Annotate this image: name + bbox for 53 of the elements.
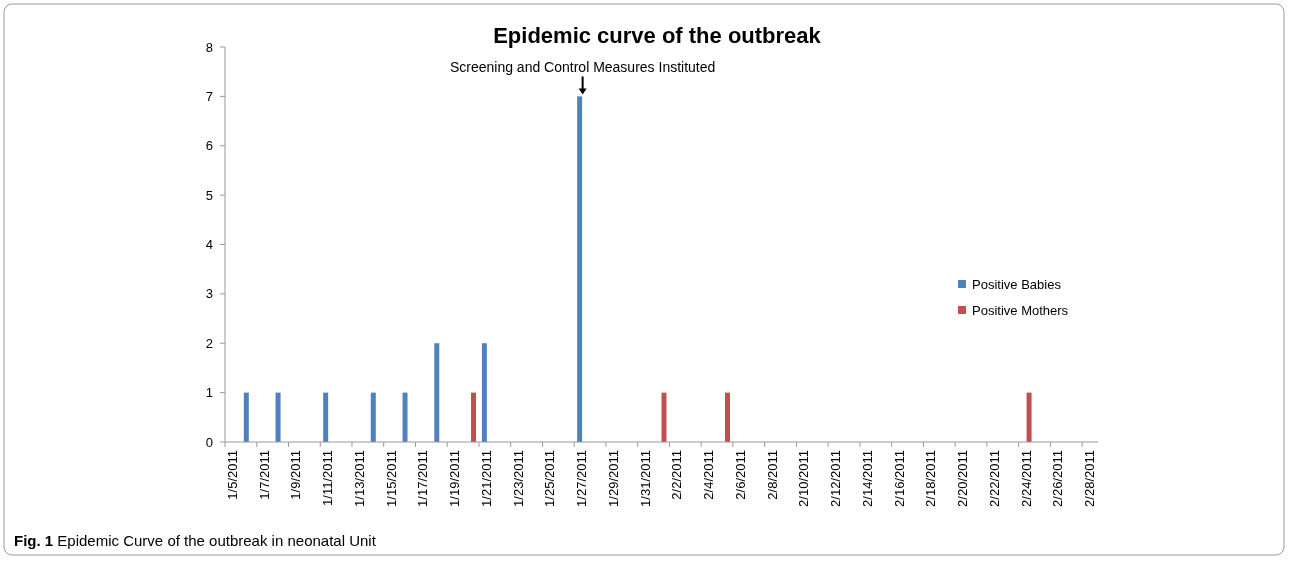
x-tick-label: 1/11/2011	[320, 450, 336, 506]
x-tick-label: 1/19/2011	[447, 450, 463, 507]
y-tick-label: 8	[205, 39, 213, 55]
x-tick-label: 1/21/2011	[478, 450, 494, 507]
y-tick-label: 7	[205, 88, 213, 104]
bar	[724, 392, 730, 442]
x-tick-label: 1/31/2011	[637, 450, 653, 507]
bar	[1026, 392, 1032, 442]
x-tick-label: 1/27/2011	[574, 450, 590, 507]
x-tick-label: 2/18/2011	[923, 450, 939, 507]
x-tick-label: 1/17/2011	[415, 450, 431, 507]
x-tick-label: 1/25/2011	[542, 450, 558, 507]
x-tick-label: 2/2/2011	[669, 450, 685, 500]
x-tick-label: 2/26/2011	[1050, 450, 1066, 507]
x-tick-label: 2/20/2011	[955, 450, 971, 507]
x-tick-label: 2/22/2011	[986, 450, 1002, 507]
x-tick-label: 1/23/2011	[510, 450, 526, 507]
x-tick-label: 2/28/2011	[1082, 450, 1098, 507]
x-tick-label: 2/8/2011	[764, 450, 780, 500]
bar	[471, 392, 477, 442]
bar	[481, 343, 487, 442]
y-tick-label: 2	[205, 335, 213, 351]
x-tick-label: 1/7/2011	[256, 450, 272, 500]
y-tick-label: 4	[205, 237, 213, 253]
x-tick-label: 1/13/2011	[351, 450, 367, 507]
bar	[275, 392, 281, 442]
legend-label: Positive Mothers	[972, 302, 1069, 318]
x-tick-label: 2/4/2011	[701, 450, 717, 500]
x-tick-label: 1/9/2011	[288, 450, 304, 500]
legend-label: Positive Babies	[972, 276, 1062, 292]
x-tick-label: 1/5/2011	[224, 450, 240, 500]
x-tick-label: 2/10/2011	[796, 450, 812, 507]
bar	[243, 392, 249, 442]
x-tick-label: 2/14/2011	[859, 450, 875, 507]
annotation: Screening and Control Measures Instituted	[449, 59, 716, 76]
caption: Fig. 1 Epidemic Curve of the outbreak in neonatal Unit	[14, 532, 377, 549]
y-tick-label: 6	[205, 138, 213, 154]
bar	[402, 392, 408, 442]
x-tick-label: 2/6/2011	[732, 450, 748, 500]
bar	[434, 343, 440, 442]
chart-title: Epidemic curve of the outbreak	[493, 23, 822, 48]
x-tick-label: 2/16/2011	[891, 450, 907, 507]
bar	[323, 392, 329, 442]
bar	[661, 392, 667, 442]
y-tick-label: 0	[205, 434, 213, 450]
x-tick-label: 2/24/2011	[1018, 450, 1034, 507]
bar	[370, 392, 376, 442]
y-tick-label: 1	[205, 385, 213, 401]
y-tick-label: 5	[205, 187, 213, 203]
x-tick-label: 2/12/2011	[828, 450, 844, 507]
x-tick-label: 1/15/2011	[383, 450, 399, 507]
x-tick-label: 1/29/2011	[605, 450, 621, 507]
y-tick-label: 3	[205, 286, 213, 302]
